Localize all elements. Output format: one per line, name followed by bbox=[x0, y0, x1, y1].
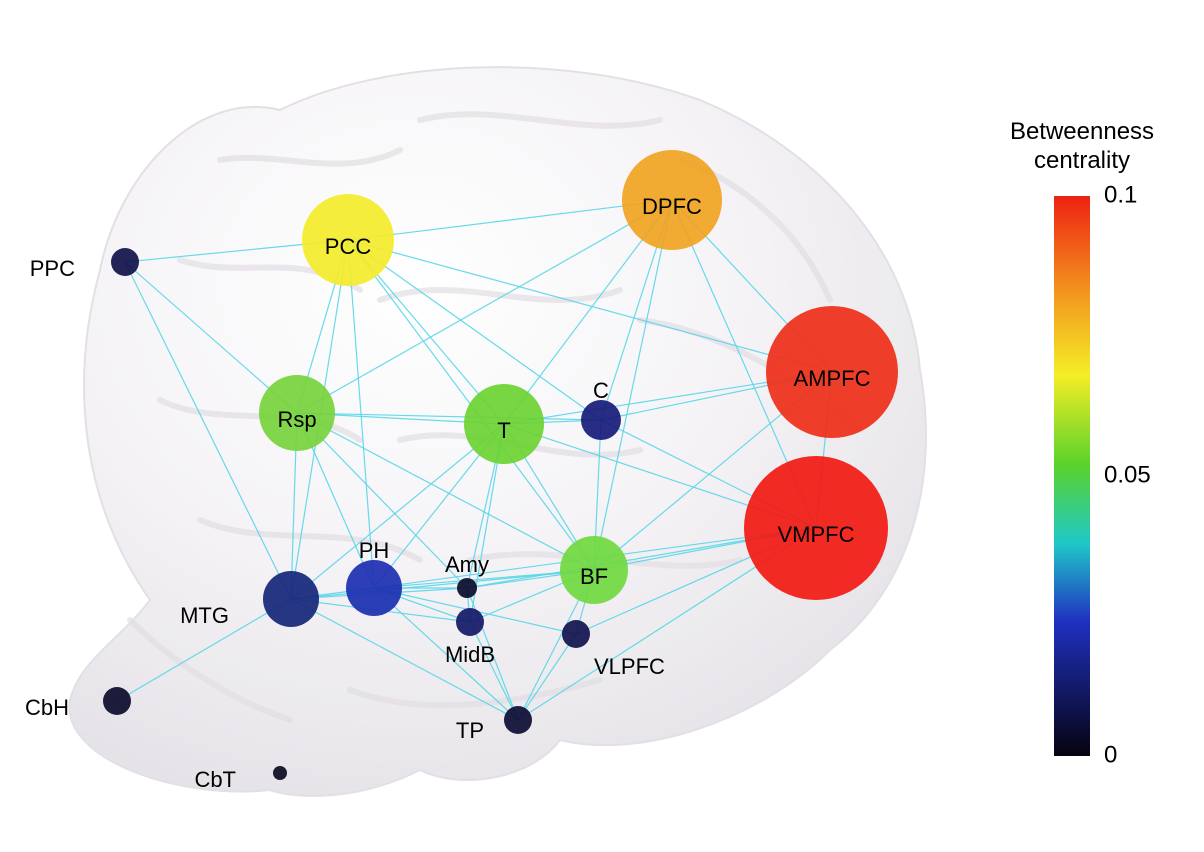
legend-title-line1: Betweenness bbox=[1010, 118, 1154, 145]
legend-tick: 0.05 bbox=[1104, 461, 1151, 488]
node-ppc bbox=[111, 248, 139, 276]
node-ph bbox=[346, 560, 402, 616]
label-mtg: MTG bbox=[180, 603, 229, 628]
label-rsp: Rsp bbox=[277, 407, 316, 432]
node-amy bbox=[457, 578, 477, 598]
label-bf: BF bbox=[580, 564, 608, 589]
label-midb: MidB bbox=[445, 642, 495, 667]
legend-title: Betweenness centrality bbox=[984, 118, 1180, 176]
label-t: T bbox=[497, 418, 510, 443]
node-cbh bbox=[103, 687, 131, 715]
legend: 0.1 0.05 0 bbox=[1054, 181, 1151, 768]
figure-stage: PPC PCC DPFC Rsp T C AMPFC VMPFC MTG PH Amy MidB BF V… bbox=[0, 0, 1204, 852]
label-cbt: CbT bbox=[194, 767, 236, 792]
legend-tick: 0.1 bbox=[1104, 181, 1137, 208]
node-vlpfc bbox=[562, 620, 590, 648]
label-tp: TP bbox=[456, 718, 484, 743]
label-dpfc: DPFC bbox=[642, 194, 702, 219]
label-pcc: PCC bbox=[325, 234, 372, 259]
label-vlpfc: VLPFC bbox=[594, 654, 665, 679]
label-cbh: CbH bbox=[25, 695, 69, 720]
legend-colorbar bbox=[1054, 196, 1090, 756]
node-cbt bbox=[273, 766, 287, 780]
label-c: C bbox=[593, 378, 609, 403]
legend-title-line2: centrality bbox=[1034, 147, 1130, 174]
node-midb bbox=[456, 608, 484, 636]
label-ppc: PPC bbox=[30, 256, 75, 281]
label-amy: Amy bbox=[445, 552, 489, 577]
label-ph: PH bbox=[359, 538, 390, 563]
label-vmpfc: VMPFC bbox=[778, 522, 855, 547]
node-mtg bbox=[263, 571, 319, 627]
legend-tick: 0 bbox=[1104, 741, 1117, 768]
node-c bbox=[581, 400, 621, 440]
node-tp bbox=[504, 706, 532, 734]
label-ampfc: AMPFC bbox=[794, 366, 871, 391]
